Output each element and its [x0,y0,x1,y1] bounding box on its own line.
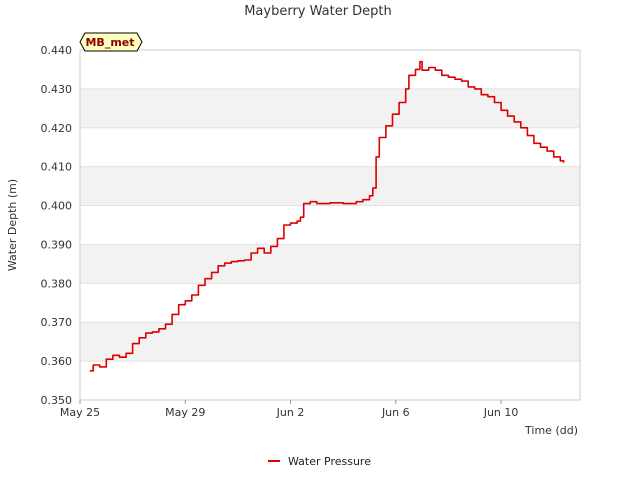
y-tick-label: 0.440 [41,44,73,57]
grid-band [80,127,580,167]
x-tick-label: May 29 [165,406,205,419]
plot-frame [79,49,581,401]
x-tick-label: Jun 2 [276,406,305,419]
y-tick-label: 0.410 [41,161,73,174]
plot-background [80,50,580,400]
grid-band [80,244,580,284]
grid-band [80,166,580,206]
grid-band [80,283,580,323]
y-axis-title: Water Depth (m) [6,179,19,271]
grid-band [80,322,580,362]
grid-band [80,205,580,245]
station-badge: MB_met [79,32,143,52]
y-tick-label: 0.350 [41,394,73,407]
badge-shape [79,32,143,52]
x-tick-label: Jun 6 [381,406,410,419]
y-tick-label: 0.370 [41,316,73,329]
y-tick-label: 0.400 [41,200,73,213]
badge-label: MB_met [85,36,134,49]
x-tick-label: Jun 10 [483,406,519,419]
legend: Water Pressure [268,455,371,468]
grid-band [80,50,580,89]
y-tick-label: 0.390 [41,238,73,251]
grid-band [80,88,580,128]
series-line-water-pressure [89,60,565,372]
x-axis: May 25 May 29 Jun 2 Jun 6 Jun 10 [60,400,519,419]
grid-band [80,361,580,400]
chart-title: Mayberry Water Depth [244,4,392,19]
x-tick-label: May 25 [60,406,100,419]
x-axis-title: Time (dd) [524,424,578,437]
y-tick-label: 0.360 [41,355,73,368]
y-axis: 0.350 0.360 0.370 0.380 0.390 0.400 0.410 0.420… [41,44,73,407]
y-tick-label: 0.430 [41,83,73,96]
legend-label: Water Pressure [288,455,371,468]
series-layer [89,60,565,372]
y-tick-label: 0.420 [41,122,73,135]
y-tick-label: 0.380 [41,277,73,290]
